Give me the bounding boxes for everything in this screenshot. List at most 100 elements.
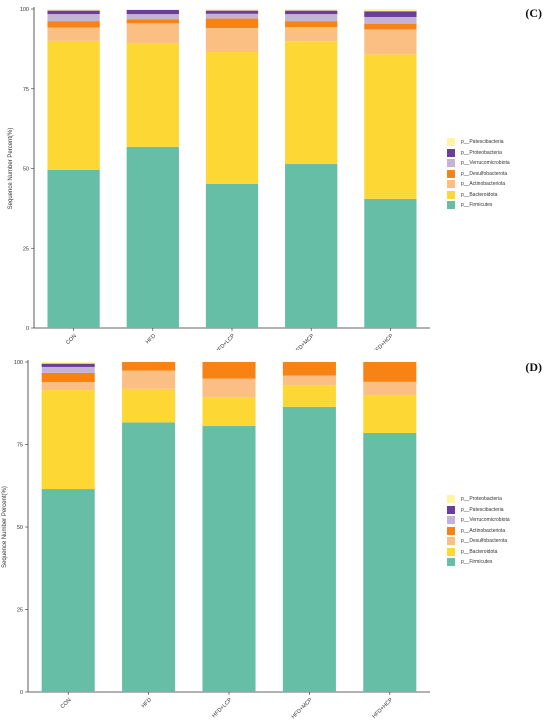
panel-label-d: (D): [525, 360, 542, 374]
legend-item: p__Verrucomicrobiota: [447, 515, 510, 526]
bar-segment: [202, 378, 256, 398]
bar-segment: [285, 14, 338, 22]
bar-segment: [126, 14, 179, 20]
bar-segment: [47, 169, 100, 328]
bar-segment: [47, 40, 100, 170]
legend-label: p__Patescibacteria: [461, 506, 504, 513]
bar-segment: [126, 19, 179, 24]
bar-segment: [47, 9, 100, 11]
bar-segment: [122, 422, 176, 692]
bar-segment: [205, 52, 259, 184]
bar-segment: [363, 395, 417, 433]
bar-segment: [285, 164, 338, 328]
stacked-bar-chart-c: 0 25 50 75 100 Sequence Number Percent(%) CON H…: [8, 7, 430, 350]
bar-segment: [282, 362, 336, 376]
bar-segment: [41, 390, 95, 490]
legend-swatch: [447, 558, 455, 567]
bar-segment: [126, 23, 179, 44]
y-tick-label: 75: [23, 87, 29, 93]
legend-swatch: [447, 516, 455, 525]
legend-label: p__Proteobacteria: [461, 149, 502, 156]
legend-swatch: [447, 180, 455, 189]
bar-segment: [364, 11, 417, 17]
legend-item: p__Actinobacteriota: [447, 526, 510, 537]
legend-swatch: [447, 169, 455, 178]
legend-item: p__Desulfobacterota: [447, 536, 510, 547]
bar-segment: [285, 41, 338, 165]
bar-segment: [285, 9, 338, 11]
panel-label-c: (C): [525, 6, 542, 20]
legend-item: p__Bacteroidota: [447, 190, 510, 201]
legend-label: p__Patescibacteria: [461, 139, 504, 146]
bar-segment: [205, 18, 259, 29]
bar-segment: [282, 375, 336, 386]
legend-label: p__Verrucomicrobiota: [461, 160, 510, 167]
bar-segment: [41, 489, 95, 692]
legend-swatch: [447, 148, 455, 157]
legend-item: p__Proteobacteria: [447, 494, 510, 505]
legend-item: p__Firmicutes: [447, 200, 510, 211]
x-tick-label: HFD: [145, 333, 157, 345]
bar-segment: [47, 21, 100, 28]
legend-label: p__Bacteroidota: [461, 191, 498, 198]
x-tick-label: HFD+LCP: [211, 697, 233, 719]
bar-segment: [202, 362, 256, 379]
bar-segment: [41, 382, 95, 391]
legend-label: p__Actinobacteriota: [461, 181, 506, 188]
legend-label: p__Desulfobacterota: [461, 538, 508, 545]
legend-item: p__Proteobacteria: [447, 148, 510, 159]
y-tick-label: 100: [20, 7, 29, 13]
legend-label: p__Firmicutes: [461, 202, 493, 209]
bar-segment: [282, 406, 336, 692]
legend-swatch: [447, 159, 455, 168]
legend-label: p__Firmicutes: [461, 559, 493, 566]
legend-label: p__Verrucomicrobiota: [461, 517, 510, 524]
x-tick-label: HFD+HCP: [371, 697, 394, 720]
x-tick-label: HFD+MCP: [291, 697, 314, 720]
y-tick-label: 50: [17, 525, 23, 531]
y-axis-title: Sequence Number Percent(%): [2, 486, 8, 568]
bar-segment: [126, 9, 179, 10]
bar-segment: [205, 183, 259, 328]
x-tick-label: HFD+LCP: [214, 333, 236, 350]
legend-label: p__Proteobacteria: [461, 496, 502, 503]
y-tick-label: 25: [23, 246, 29, 252]
x-tick-label: CON: [65, 333, 78, 346]
bar-segment: [126, 9, 179, 15]
y-tick-label: 0: [20, 690, 23, 696]
x-tick-label: HFD+MCP: [292, 333, 315, 350]
legend-item: p__Desulfobacterota: [447, 169, 510, 180]
legend-label: p__Actinobacteriota: [461, 527, 506, 534]
legend-label: p__Desulfobacterota: [461, 170, 508, 177]
legend-item: p__Patescibacteria: [447, 505, 510, 516]
bar-segment: [205, 13, 259, 19]
bar-segment: [363, 381, 417, 396]
bar-segment: [285, 21, 338, 28]
stacked-bar-chart-d: 0 25 50 75 100 Sequence Number Percent(%) CON H…: [2, 360, 430, 720]
bar-segment: [285, 10, 338, 15]
bar-segment: [47, 10, 100, 15]
bar-segment: [122, 388, 176, 423]
bar-segment: [364, 16, 417, 24]
chart-panel-c: 0 25 50 75 100 Sequence Number Percent(%) CON H…: [0, 0, 550, 350]
bar-segment: [47, 27, 100, 41]
bar-segment: [126, 146, 179, 328]
x-tick-label: CON: [60, 697, 73, 710]
bar-segment: [282, 385, 336, 407]
chart-panel-d: 0 25 50 75 100 Sequence Number Percent(%) CON H…: [0, 350, 550, 722]
bar-segment: [47, 14, 100, 22]
bar-segment: [202, 426, 256, 692]
bar-segment: [364, 9, 417, 12]
legend-item: p__Firmicutes: [447, 557, 510, 568]
bar-segment: [122, 370, 176, 389]
legend-swatch: [447, 547, 455, 556]
bar-segment: [122, 362, 176, 371]
legend-label: p__Bacteroidota: [461, 548, 498, 555]
y-tick-label: 25: [17, 608, 23, 614]
y-tick-label: 0: [26, 326, 29, 332]
legend-item: p__Patescibacteria: [447, 137, 510, 148]
bar-segment: [364, 23, 417, 30]
y-tick-label: 100: [14, 360, 23, 366]
legend-swatch: [447, 505, 455, 514]
legend-item: p__Bacteroidota: [447, 547, 510, 558]
